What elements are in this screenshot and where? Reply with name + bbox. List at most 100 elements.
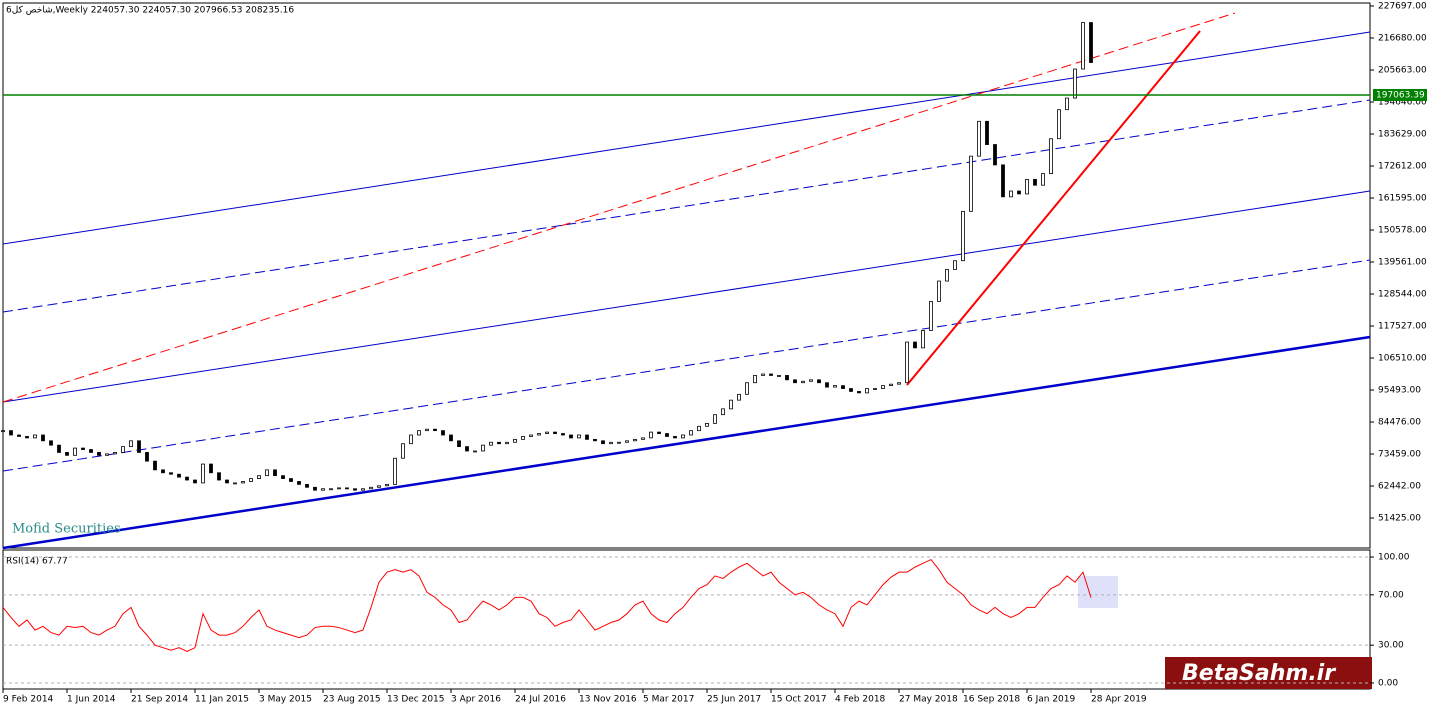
y-tick-label: 0.00 [1378, 678, 1398, 688]
candle [609, 441, 613, 445]
candle [441, 430, 445, 436]
candle [289, 478, 293, 482]
candle [17, 434, 21, 437]
candle [665, 433, 669, 437]
annotation: Mofid Securities [12, 522, 121, 537]
candle [657, 431, 661, 434]
rsi-line [2, 558, 1092, 653]
y-tick-label: 51425.00 [1378, 514, 1421, 524]
y-tick-label: 139561.00 [1378, 258, 1427, 268]
candle [41, 434, 45, 442]
y-tick-label: 100.00 [1378, 553, 1410, 563]
candle [1001, 164, 1005, 198]
candle [505, 441, 509, 445]
candle [753, 375, 757, 384]
channel-dash [2, 99, 1371, 313]
y-tick-label: 183629.00 [1378, 130, 1427, 140]
candle [1089, 22, 1093, 63]
candle [377, 485, 381, 488]
candle [241, 481, 245, 484]
candle [1073, 68, 1077, 99]
candle [689, 430, 693, 436]
candle [137, 440, 141, 453]
hline-label: 197063.39 [1376, 90, 1425, 100]
candle [225, 479, 229, 484]
candle [713, 414, 717, 424]
candle [1057, 109, 1061, 140]
highlight-box [1078, 576, 1118, 608]
candle [417, 430, 421, 436]
candle [569, 434, 573, 439]
candle [161, 469, 165, 474]
x-tick-label: 13 Dec 2015 [387, 695, 445, 705]
candle [577, 434, 581, 439]
candle [89, 449, 93, 453]
candle [153, 460, 157, 471]
candle [361, 488, 365, 491]
x-tick-label: 3 Apr 2016 [451, 695, 501, 705]
y-tick-label: 216680.00 [1378, 34, 1427, 44]
y-tick-label: 227697.00 [1378, 2, 1427, 12]
candle [313, 486, 317, 491]
y-tick-label: 172612.00 [1378, 162, 1427, 172]
candle [929, 300, 933, 331]
candle [833, 385, 837, 388]
candle [409, 434, 413, 445]
candle [257, 475, 261, 479]
candle [329, 488, 333, 491]
candle [865, 388, 869, 394]
candle [217, 472, 221, 481]
candle [65, 452, 69, 456]
chart-title: شاخص کل6,Weekly 224057.30 224057.30 2079… [6, 6, 294, 16]
candle [497, 441, 501, 445]
candle [25, 436, 29, 439]
candle [433, 428, 437, 432]
candle [49, 440, 53, 446]
x-tick-label: 23 Aug 2015 [323, 695, 381, 705]
candle [993, 144, 997, 166]
candle [265, 469, 269, 477]
candle [873, 388, 877, 390]
y-tick-label: 194646.00 [1378, 98, 1427, 108]
candle [193, 479, 197, 484]
candle [449, 434, 453, 442]
candle [761, 373, 765, 376]
candle [801, 380, 805, 384]
candle [1009, 190, 1013, 198]
candle [337, 487, 341, 490]
candle [937, 280, 941, 302]
candle [185, 476, 189, 481]
candle [817, 379, 821, 384]
candle [585, 434, 589, 440]
candle [729, 399, 733, 410]
y-tick-label: 161595.00 [1378, 194, 1427, 204]
candle [537, 433, 541, 436]
candle [737, 393, 741, 401]
candle [945, 269, 949, 282]
candle [369, 486, 373, 490]
x-tick-label: 13 Nov 2016 [579, 695, 637, 705]
candle [969, 155, 973, 212]
candle [97, 452, 101, 456]
candle [9, 430, 13, 436]
candle [177, 473, 181, 478]
candle [849, 388, 853, 392]
candle [489, 441, 493, 446]
y-tick-label: 205663.00 [1378, 66, 1427, 76]
candle [113, 452, 117, 455]
candle [977, 120, 981, 157]
watermark-box [1165, 657, 1372, 689]
candle [385, 483, 389, 487]
candle [73, 447, 77, 456]
x-tick-label: 6 Jan 2019 [1027, 695, 1075, 705]
candle [857, 391, 861, 394]
candle [233, 482, 237, 485]
candle [705, 422, 709, 427]
candle [105, 453, 109, 456]
channel-dash [2, 259, 1371, 472]
channel-line [2, 31, 1371, 245]
candle [201, 463, 205, 484]
candle [209, 463, 213, 474]
